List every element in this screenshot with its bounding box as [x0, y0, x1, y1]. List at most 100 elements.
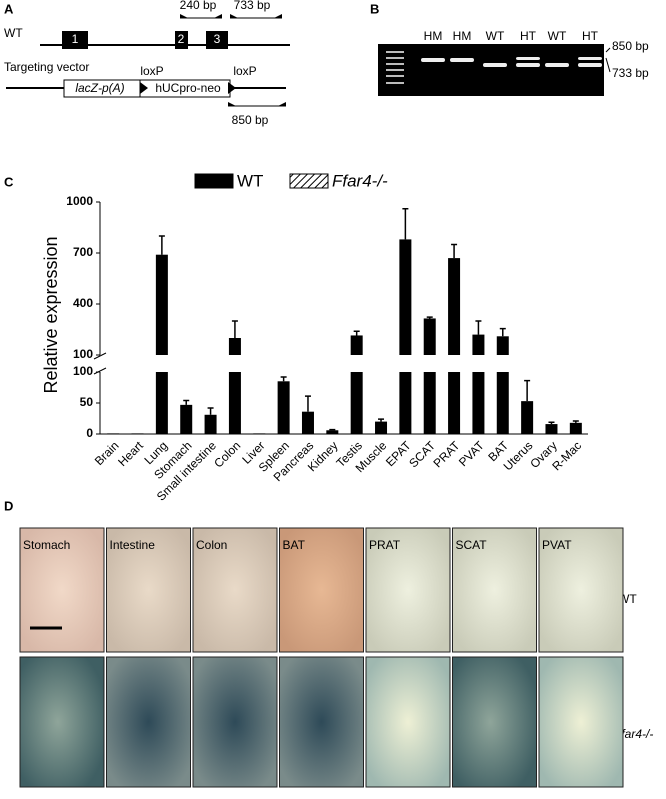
tissue-photo [192, 527, 278, 653]
x-tick-label: Heart [115, 438, 146, 469]
error-bar [329, 428, 336, 431]
exon-label: 2 [178, 32, 185, 46]
tissue-photo [365, 656, 451, 788]
loxp-label: loxP [233, 64, 256, 78]
exon [175, 31, 188, 49]
bar [496, 336, 509, 355]
row-label: Ffar4-/- [614, 727, 653, 741]
tissue-photo [538, 656, 624, 788]
bar [253, 433, 266, 434]
panel-label: A [4, 1, 14, 16]
bar [204, 414, 217, 434]
tissue-photo [279, 656, 364, 788]
error-bar [451, 243, 458, 259]
y-tick-label: 0 [86, 426, 93, 440]
bar [448, 258, 461, 355]
panel-a: A WT 1 2 3 240 bp 733 bp Targeting vecto… [4, 0, 290, 127]
bar [472, 334, 485, 355]
lacz-label: lacZ-p(A) [75, 81, 124, 95]
neo-label: hUCpro-neo [155, 81, 221, 95]
bar [350, 335, 363, 355]
bar [301, 411, 314, 434]
panel-label: B [370, 1, 379, 16]
tissue-label: BAT [283, 538, 306, 552]
bar [155, 372, 168, 434]
error-bar [378, 418, 385, 422]
y-tick-label: 100 [73, 364, 93, 378]
bar [277, 381, 290, 434]
tissue-label: Stomach [23, 538, 70, 552]
bar [423, 318, 436, 355]
vector-label: Targeting vector [4, 60, 89, 74]
tissue-photo [106, 656, 191, 788]
exon-label: 3 [214, 32, 221, 46]
error-bar [280, 376, 287, 382]
error-bar [183, 399, 190, 405]
tissue-photo [452, 527, 537, 653]
tissue-photo [19, 527, 105, 653]
lane-label: HT [520, 29, 537, 43]
lane-label: HT [582, 29, 599, 43]
tissue-label: Colon [196, 538, 227, 552]
primer-label: 850 bp [232, 113, 269, 127]
tissue-label: PVAT [542, 538, 572, 552]
band-label: 733 bp [612, 66, 649, 80]
error-bar [475, 320, 482, 335]
bar [448, 372, 461, 434]
panel-d: D WT Ffar4-/- Stomach Intestine Colon BAT PR… [4, 498, 653, 788]
error-bar [353, 330, 360, 336]
error-bar [304, 395, 311, 412]
bar [423, 372, 436, 434]
tissue-label: PRAT [369, 538, 401, 552]
bar [472, 372, 485, 434]
bands [421, 57, 602, 67]
y-tick-label: 50 [80, 395, 94, 409]
y-tick-label: 700 [73, 245, 93, 259]
primer-arrow [230, 14, 282, 18]
error-bar [158, 235, 165, 255]
band-label: 850 bp [612, 39, 649, 53]
bar [375, 421, 388, 434]
band-pointer [605, 47, 611, 73]
error-bar [402, 208, 409, 240]
y-tick-label: 1000 [66, 194, 93, 208]
error-bar [524, 379, 531, 402]
error-bar [231, 320, 238, 338]
y-axis-label: Relative expression [41, 236, 61, 393]
bar [569, 422, 582, 434]
axis-break [93, 352, 107, 375]
error-bar [207, 407, 214, 415]
exon [206, 31, 228, 49]
bar [131, 433, 144, 434]
exon [62, 31, 88, 49]
bar [521, 401, 534, 434]
tissue-photo [19, 656, 105, 788]
panel-b: B HM HM WT HT WT HT 850 bp 733 bp [370, 1, 649, 96]
tissue-photo [452, 656, 537, 788]
primer-label: 733 bp [234, 0, 271, 12]
ladder [386, 51, 404, 84]
x-tick-label: Colon [211, 438, 243, 470]
error-bar [426, 316, 433, 319]
legend-label: WT [237, 171, 263, 190]
lane-label: HM [424, 29, 443, 43]
legend-swatch [194, 173, 234, 189]
error-bar [572, 420, 579, 423]
bar [180, 404, 193, 434]
tissue-photo [106, 527, 191, 653]
lane-label: HM [453, 29, 472, 43]
bar [399, 372, 412, 434]
loxp-label: loxP [140, 64, 163, 78]
gel [378, 44, 604, 96]
tissue-label: Intestine [110, 538, 156, 552]
panel-label: C [4, 174, 14, 189]
lane-label: WT [486, 29, 505, 43]
bar [496, 372, 509, 434]
exon-label: 1 [72, 32, 79, 46]
x-tick-label: PRAT [431, 438, 463, 470]
tissue-photo [279, 527, 364, 653]
bar [228, 338, 241, 355]
primer-arrow [228, 102, 286, 106]
tissue-photo [192, 656, 278, 788]
error-bar [499, 327, 506, 337]
